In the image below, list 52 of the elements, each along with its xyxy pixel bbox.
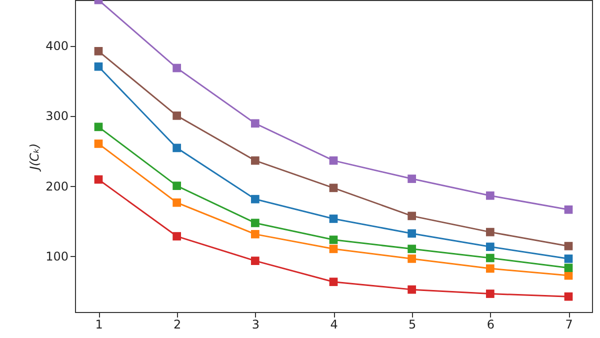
point xyxy=(329,214,338,223)
point xyxy=(564,205,573,214)
x-tick-label: 5 xyxy=(408,318,416,332)
point xyxy=(408,174,416,183)
point xyxy=(172,112,182,120)
point xyxy=(408,285,416,294)
point xyxy=(486,242,494,251)
point xyxy=(486,290,494,298)
point xyxy=(94,122,103,132)
point xyxy=(564,254,573,263)
point xyxy=(250,256,260,265)
point xyxy=(172,232,182,240)
point xyxy=(250,119,260,128)
point xyxy=(408,229,416,238)
point xyxy=(250,230,260,238)
point xyxy=(329,184,338,192)
point xyxy=(94,140,103,148)
point xyxy=(564,292,573,301)
point xyxy=(329,156,338,165)
y-tick-label: 100 xyxy=(46,249,68,264)
point xyxy=(408,212,416,220)
point xyxy=(486,264,494,273)
x-tick-label: 7 xyxy=(565,318,573,332)
point xyxy=(329,278,338,286)
point xyxy=(564,242,573,250)
point xyxy=(172,64,182,72)
point xyxy=(250,194,260,204)
y-tick-label: 300 xyxy=(46,109,68,124)
point xyxy=(94,175,103,184)
point xyxy=(408,254,416,263)
point xyxy=(564,264,573,272)
point xyxy=(486,254,494,262)
point xyxy=(94,47,103,56)
x-tick-label: 1 xyxy=(95,318,103,332)
x-tick-label: 2 xyxy=(174,318,182,332)
point xyxy=(250,156,260,165)
point xyxy=(329,236,338,244)
point xyxy=(172,198,182,207)
point xyxy=(329,244,338,254)
point xyxy=(408,244,416,254)
point xyxy=(486,191,494,200)
x-tick-label: 4 xyxy=(330,318,338,332)
point xyxy=(172,144,182,152)
point xyxy=(486,228,494,236)
y-tick-label: 400 xyxy=(46,39,68,54)
x-tick-label: 6 xyxy=(486,318,494,332)
y-tick-label: 200 xyxy=(46,179,68,194)
point xyxy=(172,182,182,190)
y-axis-title: J(Cₖ) xyxy=(28,143,42,172)
point xyxy=(250,218,260,228)
point xyxy=(94,62,103,71)
x-tick-label: 3 xyxy=(252,318,260,332)
